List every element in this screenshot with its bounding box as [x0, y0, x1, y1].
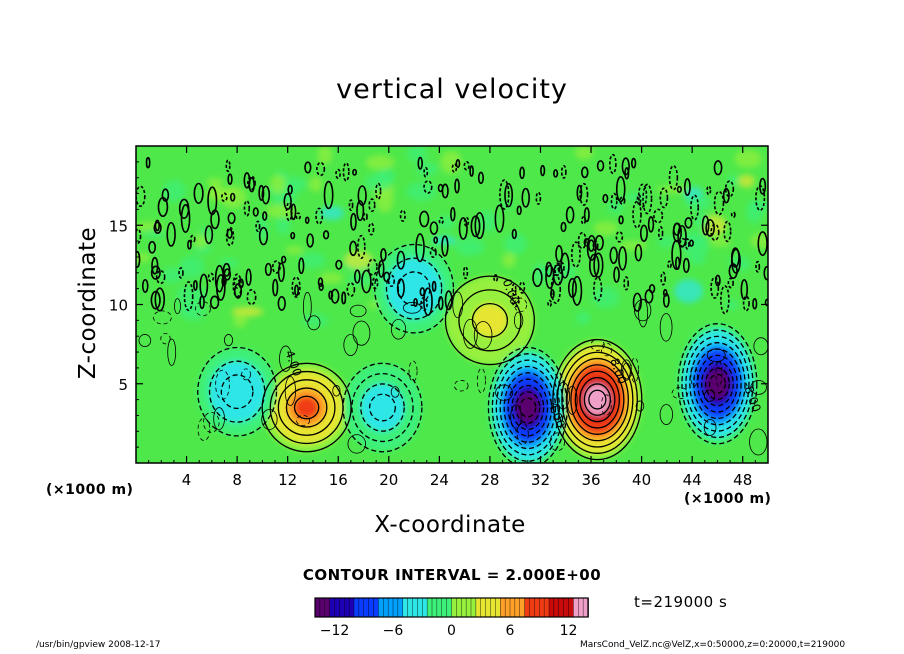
x-unit-left: (×1000 m)	[46, 482, 134, 498]
chart-title: vertical velocity	[336, 74, 568, 105]
colorbar-cell	[383, 597, 389, 618]
footer-right: MarsCond_VelZ.nc@VelZ,x=0:50000,z=0:2000…	[580, 640, 846, 650]
colorbar-cell	[534, 597, 541, 618]
colorbar-cell	[446, 597, 453, 618]
colorbar-cell	[348, 597, 355, 618]
x-axis-label: X-coordinate	[374, 512, 526, 538]
colorbar-frame	[314, 597, 589, 618]
footer-left: /usr/bin/gpview 2008-12-17	[36, 640, 161, 650]
colorbar-cell	[543, 597, 550, 618]
x-tick-label: 36	[581, 471, 600, 489]
x-tick-label: 12	[278, 471, 297, 489]
feature-downdraft-5	[221, 374, 253, 409]
colorbar-cell	[485, 597, 492, 618]
colorbar-tick-label: 12	[560, 623, 578, 639]
colorbar-cell	[451, 597, 458, 618]
colorbar-cell	[417, 597, 424, 618]
colorbar-cell	[344, 597, 350, 618]
y-tick-label: 10	[109, 297, 128, 315]
x-tick-label: 44	[683, 471, 702, 489]
colorbar-cell	[480, 597, 487, 618]
colorbar-cell	[368, 597, 375, 618]
colorbar-tick-label: 0	[447, 623, 456, 639]
colorbar-cell	[524, 597, 531, 618]
y-tick-label: 15	[109, 217, 128, 235]
colorbar-tick-label: 6	[506, 623, 515, 639]
x-tick-label: 16	[329, 471, 348, 489]
feature-updraft-0	[294, 396, 319, 419]
colorbar-cell	[563, 597, 570, 618]
colorbar-cell	[363, 597, 370, 618]
plot-area	[136, 146, 768, 463]
x-tick-label: 32	[531, 471, 550, 489]
contour-interval-label: CONTOUR INTERVAL = 2.000E+00	[302, 566, 602, 584]
colorbar-cell	[456, 597, 463, 618]
colorbar-cell	[319, 597, 326, 618]
colorbar-cell	[431, 597, 438, 618]
colorbar-tick-label: −12	[320, 623, 350, 639]
colorbar-cell	[412, 597, 419, 618]
colorbar-cell	[514, 597, 521, 618]
colorbar-cell	[441, 597, 448, 618]
feature-downdraft-6	[369, 394, 396, 421]
colorbar-cell	[504, 597, 511, 618]
feature-downdraft-3	[519, 398, 536, 417]
x-tick-label: 8	[232, 471, 242, 489]
y-tick-label: 5	[118, 376, 128, 394]
colorbar-cell	[358, 597, 365, 618]
colorbar-cell	[495, 597, 502, 618]
colorbar-cell	[553, 597, 560, 618]
x-tick-label: 24	[430, 471, 449, 489]
x-tick-label: 4	[182, 471, 192, 489]
colorbar-cell	[465, 597, 472, 618]
colorbar-cell	[426, 597, 433, 618]
x-tick-label: 40	[632, 471, 651, 489]
colorbar-tick-label: −6	[383, 623, 404, 639]
colorbar-cell	[573, 597, 580, 618]
colorbar-cell	[548, 597, 555, 618]
colorbar-cell	[558, 597, 565, 618]
feature-updraft-2	[472, 303, 508, 338]
colorbar-cell	[422, 597, 428, 618]
x-tick-label: 28	[480, 471, 499, 489]
colorbar-cell	[461, 597, 467, 618]
colorbar-cell	[436, 597, 443, 618]
colorbar-cell	[568, 597, 575, 618]
colorbar-cell	[402, 597, 409, 618]
colorbar-cell	[334, 597, 341, 618]
colorbar-cell	[500, 597, 506, 618]
y-axis-label: Z-coordinate	[75, 226, 101, 380]
feature-downdraft-7	[398, 271, 430, 306]
colorbar-cell	[529, 597, 536, 618]
colorbar-cell	[392, 597, 399, 618]
colorbar-cell	[329, 597, 336, 618]
colorbar-cell	[490, 597, 497, 618]
colorbar-cell	[373, 597, 380, 618]
colorbar-cell	[539, 597, 545, 618]
colorbar-cell	[578, 597, 584, 618]
colorbar-cell	[387, 597, 394, 618]
time-label: t=219000 s	[634, 593, 728, 611]
colorbar-cell	[509, 597, 516, 618]
colorbar-cell	[378, 597, 385, 618]
x-tick-label: 20	[379, 471, 398, 489]
x-tick-label: 48	[733, 471, 752, 489]
colorbar-cell	[314, 597, 321, 618]
colorbar-cell	[353, 597, 360, 618]
colorbar-cell	[519, 597, 526, 618]
colorbar-cell	[407, 597, 414, 618]
x-unit-right: (×1000 m)	[684, 491, 772, 507]
colorbar-cell	[470, 597, 477, 618]
colorbar-cell	[339, 597, 346, 618]
colorbar-cell	[324, 597, 331, 618]
colorbar-cell	[475, 597, 482, 618]
colorbar-cell	[397, 597, 404, 618]
